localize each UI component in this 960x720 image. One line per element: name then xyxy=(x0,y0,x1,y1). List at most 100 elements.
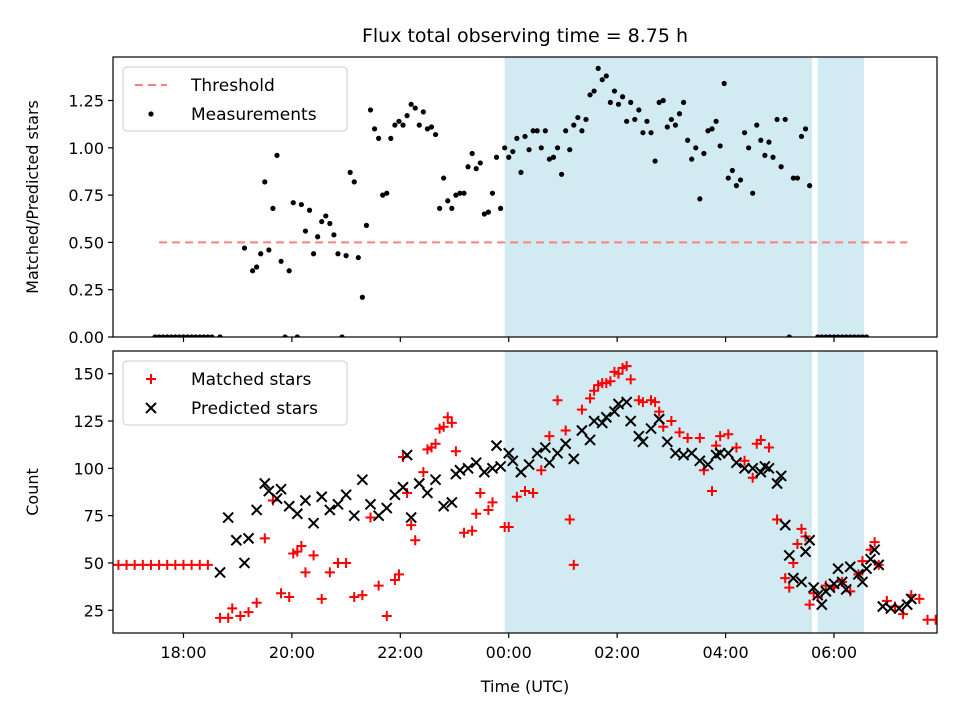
measurement-point xyxy=(461,190,467,196)
matched-point xyxy=(715,431,726,442)
matched-point xyxy=(324,567,335,578)
predicted-point xyxy=(771,477,783,490)
matched-point xyxy=(235,610,246,621)
measurement-point xyxy=(863,334,870,337)
measurement-point xyxy=(396,118,402,124)
matched-point xyxy=(227,603,238,614)
predicted-point xyxy=(421,487,434,499)
measurement-point xyxy=(709,126,715,132)
top-plot-area xyxy=(152,57,908,337)
predicted-point xyxy=(397,481,409,493)
matched-point xyxy=(694,433,705,444)
predicted-point xyxy=(807,581,820,594)
predicted-point xyxy=(523,458,535,471)
matched-point xyxy=(650,397,661,408)
predicted-point xyxy=(775,470,787,482)
predicted-point xyxy=(275,483,287,495)
xtick-label: 00:00 xyxy=(486,643,532,662)
measurement-point xyxy=(579,128,585,134)
measurement-point xyxy=(782,116,788,123)
measurement-point xyxy=(713,118,719,124)
measurement-point xyxy=(648,130,654,136)
matched-point xyxy=(625,374,636,385)
measurement-point xyxy=(847,334,853,337)
bottom-ytick-label: 50 xyxy=(84,554,104,573)
predicted-point xyxy=(836,576,848,588)
predicted-point xyxy=(795,576,808,588)
matched-point xyxy=(568,559,579,570)
measurement-point xyxy=(498,205,504,211)
matched-point xyxy=(406,520,417,531)
measurement-point xyxy=(758,137,764,143)
predicted-point xyxy=(413,477,425,490)
measurement-point xyxy=(660,97,666,104)
measurement-point xyxy=(298,201,304,208)
bottom-ytick-label: 75 xyxy=(84,507,104,526)
predicted-point xyxy=(348,509,360,522)
matched-point xyxy=(292,546,303,557)
measurement-point xyxy=(282,334,288,337)
measurement-point xyxy=(575,114,581,121)
measurement-point xyxy=(762,152,768,158)
measurement-point xyxy=(831,334,837,337)
xtick-label: 02:00 xyxy=(594,643,640,662)
matched-point xyxy=(487,497,498,508)
matched-point xyxy=(939,615,949,625)
predicted-point xyxy=(437,500,450,512)
measurement-point xyxy=(172,334,178,337)
measurement-point xyxy=(798,133,805,140)
predicted-point xyxy=(576,424,588,437)
matched-point xyxy=(357,590,368,601)
predicted-point xyxy=(238,557,251,569)
measurement-point xyxy=(408,101,414,107)
predicted-point xyxy=(559,438,572,450)
matched-point xyxy=(552,395,563,406)
measurement-point xyxy=(851,334,857,337)
measurement-point xyxy=(392,122,398,128)
measurement-point xyxy=(823,334,829,337)
measurement-point xyxy=(286,268,292,274)
measurement-point xyxy=(449,205,455,211)
matched-point xyxy=(613,368,624,379)
matched-point xyxy=(955,615,960,625)
xtick-label: 18:00 xyxy=(160,643,206,662)
bottom-series-0 xyxy=(113,361,960,625)
measurement-point xyxy=(319,218,325,225)
top-ylabel: Matched/Predicted stars xyxy=(23,100,42,294)
matched-point xyxy=(731,442,742,453)
matched-point xyxy=(792,539,803,550)
measurement-point xyxy=(790,175,796,181)
matched-point xyxy=(316,593,327,604)
measurement-point xyxy=(770,154,776,160)
predicted-point xyxy=(787,572,800,584)
measurement-point xyxy=(794,175,801,181)
measurement-point xyxy=(367,107,374,113)
measurement-point xyxy=(534,128,540,134)
measurement-point xyxy=(351,179,357,185)
matched-point xyxy=(784,582,795,593)
predicted-point xyxy=(803,534,816,546)
measurement-point xyxy=(680,99,687,106)
top-ytick-label: 0.00 xyxy=(68,328,104,347)
legend-label: Measurements xyxy=(191,105,317,125)
measurement-point xyxy=(855,334,861,337)
xtick-label: 06:00 xyxy=(811,643,857,662)
measurement-point xyxy=(538,145,544,151)
predicted-point xyxy=(596,417,608,429)
matched-point xyxy=(947,615,957,625)
measurement-point xyxy=(705,128,711,134)
measurement-point xyxy=(193,334,199,337)
measurement-point xyxy=(676,111,683,117)
measurement-point xyxy=(416,122,422,128)
measurement-point xyxy=(558,171,565,177)
predicted-point xyxy=(893,602,905,615)
predicted-point xyxy=(755,466,767,478)
predicted-point xyxy=(486,462,499,475)
measurement-point xyxy=(205,334,211,337)
measurement-point xyxy=(632,116,638,123)
matched-point xyxy=(589,385,600,396)
matched-point xyxy=(483,504,494,515)
measurement-point xyxy=(628,99,634,106)
measurement-point xyxy=(278,258,284,264)
